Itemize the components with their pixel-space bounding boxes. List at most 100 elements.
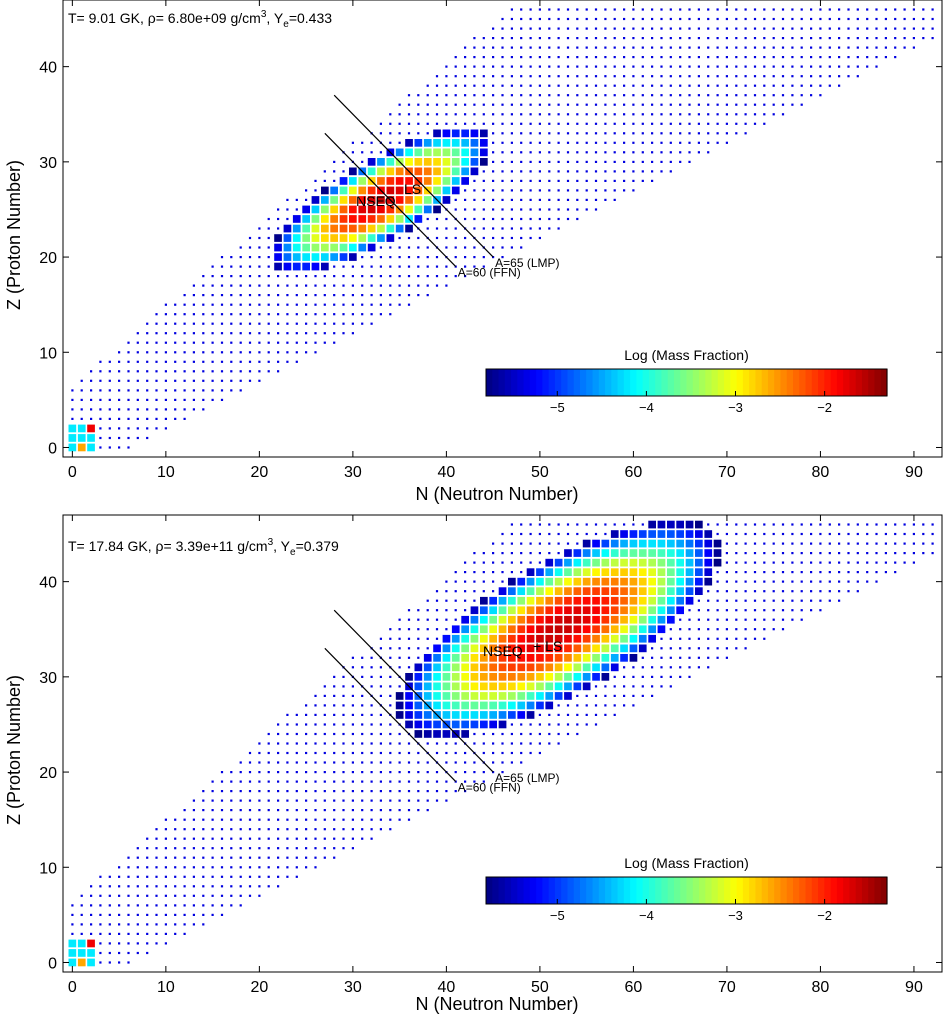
nuclide-cell (526, 634, 535, 643)
nuclide-cell (592, 568, 600, 576)
nuclide-cell (417, 256, 420, 259)
nuclide-cell (454, 94, 457, 97)
nuclide-cell (651, 8, 654, 11)
nuclide-cell (473, 103, 476, 106)
nuclide-cell (744, 580, 747, 583)
nuclide-cell (333, 751, 336, 755)
nuclide-cell (464, 46, 467, 49)
nuclide-cell (697, 151, 700, 154)
nuclide-cell (744, 542, 747, 545)
nuclide-cell (211, 847, 214, 850)
nuclide-cell (426, 780, 429, 783)
nuclide-cell (676, 520, 684, 529)
nuclide-cell (333, 284, 336, 287)
nuclide-cell (349, 177, 357, 185)
nuclide-cell (585, 27, 588, 30)
nuclide-cell (379, 122, 382, 125)
nuclide-cell (763, 75, 766, 78)
nuclide-cell (164, 341, 167, 344)
nuclide-cell (305, 780, 308, 783)
nuclide-cell (389, 761, 392, 764)
nuclide-cell (230, 294, 233, 297)
nuclide-cell (576, 122, 579, 125)
nuclide-cell (414, 720, 423, 729)
nuclide-cell (155, 923, 158, 926)
nuclide-cell (295, 723, 298, 726)
nuclide-cell (566, 94, 570, 97)
nuclide-cell (248, 751, 252, 755)
nuclide-cell (174, 866, 177, 869)
nuclide-cell (351, 704, 354, 707)
nuclide-cell (688, 8, 691, 11)
nuclide-cell (501, 552, 504, 555)
nuclide-cell (442, 692, 451, 700)
nuclide-cell (548, 742, 551, 745)
nuclide-cell (417, 771, 420, 774)
nuclide-cell (660, 56, 663, 59)
nuclide-cell (277, 828, 280, 831)
nuclide-cell (573, 644, 582, 653)
nuclide-cell (594, 8, 598, 11)
nuclide-cell (330, 186, 338, 195)
y-tick-label: 20 (39, 250, 57, 267)
nuclide-cell (538, 208, 541, 211)
nuclide-cell (108, 961, 111, 964)
nuclide-cell (267, 847, 270, 850)
nuclide-cell (492, 56, 495, 59)
nuclide-cell (660, 94, 663, 97)
nuclide-cell (267, 780, 270, 783)
nuclide-cell (648, 539, 656, 548)
nuclide-cell (305, 322, 308, 325)
nuclide-cell (753, 122, 757, 125)
nuclide-cell (529, 75, 532, 78)
nuclide-cell (333, 675, 336, 678)
nuclide-cell (482, 103, 485, 106)
nuclide-cell (520, 236, 523, 240)
nuclide-cell (800, 542, 803, 545)
nuclide-cell (174, 379, 177, 382)
nuclide-cell (623, 189, 626, 192)
nuclide-cell (800, 46, 803, 49)
nuclide-cell (370, 809, 373, 812)
nuclide-cell (127, 894, 130, 897)
nuclide-cell (321, 205, 329, 214)
nuclide-cell (492, 84, 495, 87)
nuclide-cell (370, 256, 373, 259)
nuclide-cell (470, 663, 479, 672)
nuclide-cell (753, 56, 757, 59)
nuclide-cell (903, 523, 906, 526)
nuclide-cell (510, 65, 513, 68)
nuclide-cell (351, 761, 354, 764)
nuclide-cell (744, 122, 747, 125)
nuclide-cell (585, 84, 588, 87)
nuclide-cells (68, 520, 934, 967)
nuclide-cell (305, 284, 308, 287)
nuclide-cell (576, 523, 579, 526)
nuclide-cell (554, 587, 563, 595)
nuclide-cell (875, 552, 878, 555)
nuclide-cell (473, 189, 476, 192)
nuclide-cell (127, 341, 130, 344)
nuclide-cell (314, 303, 317, 306)
nuclide-cell (311, 224, 320, 233)
nuclide-cell (847, 17, 850, 21)
nuclide-cell (342, 818, 345, 821)
nuclide-cell (314, 189, 317, 192)
nuclide-cell (548, 542, 551, 545)
nuclide-cell (183, 408, 186, 411)
nuclide-cell (566, 532, 570, 536)
nuclide-cell (333, 275, 336, 278)
nuclide-cell (931, 17, 934, 21)
nuclide-cell (582, 549, 591, 557)
nuclide-cell (127, 904, 130, 907)
nuclide-cell (267, 799, 270, 802)
nuclide-cell (613, 675, 616, 678)
nuclide-cell (594, 46, 598, 49)
nuclide-cell (545, 673, 554, 681)
nuclide-cell (601, 644, 610, 653)
nuclide-cell (361, 322, 364, 325)
nuclide-cell (585, 17, 588, 21)
nuclide-cell (716, 580, 719, 583)
nuclide-cell (538, 723, 541, 726)
nuclide-cell (68, 939, 77, 948)
